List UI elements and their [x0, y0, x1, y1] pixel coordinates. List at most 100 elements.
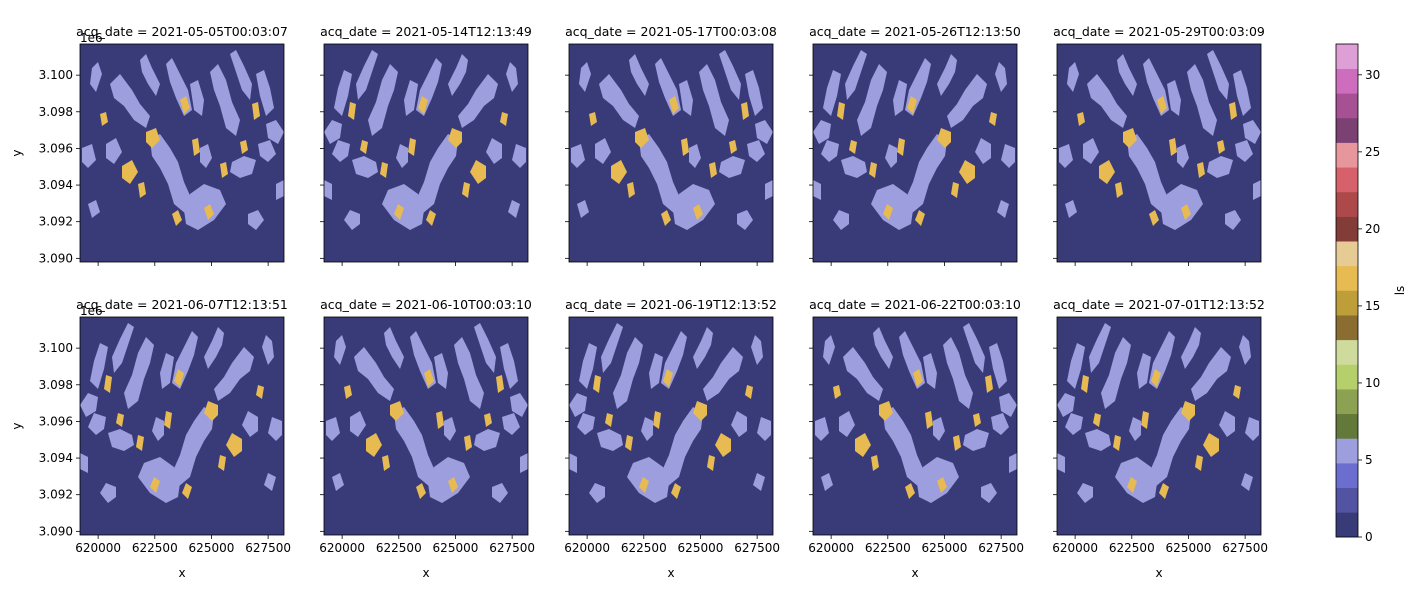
colorbar-band	[1336, 191, 1358, 217]
y-axis-label: y	[10, 149, 24, 156]
y-offset-label: 1e6	[80, 31, 103, 45]
x-axis-label: x	[422, 566, 429, 580]
x-tick-label: 620000	[1052, 541, 1098, 555]
colorbar-band	[1336, 167, 1358, 193]
panel-title: acq_date = 2021-05-05T00:03:07	[76, 24, 288, 39]
y-tick-label: 3.100	[39, 341, 73, 355]
axes-frame	[1056, 316, 1262, 536]
x-tick-label: 622500	[621, 541, 667, 555]
axes-frame	[568, 43, 774, 263]
y-offset-label: 1e6	[80, 304, 103, 318]
x-tick-label: 622500	[1109, 541, 1155, 555]
axes-frame	[568, 316, 774, 536]
y-tick-label: 3.098	[39, 378, 73, 392]
x-tick-label: 622500	[376, 541, 422, 555]
colorbar-tick-label: 15	[1365, 299, 1380, 313]
x-tick-label: 627500	[245, 541, 291, 555]
colorbar-band	[1336, 463, 1358, 488]
panel-title: acq_date = 2021-07-01T12:13:52	[1053, 297, 1265, 312]
panel-title: acq_date = 2021-06-22T00:03:10	[809, 297, 1021, 312]
colorbar-band	[1336, 68, 1358, 94]
colorbar-tick-label: 10	[1365, 376, 1380, 390]
y-tick-label: 3.094	[39, 178, 73, 192]
facet-panel: acq_date = 2021-07-01T12:13:52 620000 6225…	[1052, 297, 1268, 580]
x-tick-label: 620000	[564, 541, 610, 555]
x-tick-label: 620000	[808, 541, 854, 555]
colorbar-tick-label: 0	[1365, 530, 1373, 544]
colorbar-frame	[1335, 43, 1359, 538]
colorbar-band	[1336, 512, 1358, 538]
y-axis-label: y	[10, 422, 24, 429]
facet-panel: acq_date = 2021-05-14T12:13:49	[320, 24, 532, 266]
panel-title: acq_date = 2021-06-19T12:13:52	[565, 297, 777, 312]
x-tick-label: 625000	[433, 541, 479, 555]
facet-panel: acq_date = 2021-06-10T00:03:10 620000 6225…	[319, 297, 535, 580]
x-axis-label: x	[178, 566, 185, 580]
y-tick-label: 3.096	[39, 414, 73, 428]
colorbar-tick-label: 5	[1365, 453, 1373, 467]
colorbar: 0 5 10 15 20 25 30 ls	[1335, 43, 1407, 544]
colorbar-band	[1336, 487, 1358, 513]
y-tick-label: 3.090	[39, 251, 73, 265]
y-tick-label: 3.094	[39, 451, 73, 465]
colorbar-band	[1336, 93, 1358, 119]
facet-panel: acq_date = 2021-05-26T12:13:50	[809, 24, 1021, 266]
colorbar-band	[1336, 413, 1358, 439]
facet-panel: acq_date = 2021-06-22T00:03:10 620000 6225…	[808, 297, 1024, 580]
colorbar-band	[1336, 44, 1358, 69]
panel-title: acq_date = 2021-06-10T00:03:10	[320, 297, 532, 312]
x-tick-label: 625000	[1166, 541, 1212, 555]
x-tick-label: 627500	[734, 541, 780, 555]
colorbar-band	[1336, 142, 1358, 168]
x-tick-label: 625000	[189, 541, 235, 555]
y-tick-label: 3.090	[39, 524, 73, 538]
colorbar-band	[1336, 315, 1358, 341]
colorbar-band	[1336, 438, 1358, 464]
axes-frame	[1056, 43, 1262, 263]
colorbar-band	[1336, 117, 1358, 143]
axes-frame	[79, 43, 285, 263]
colorbar-band	[1336, 339, 1358, 365]
panel-title: acq_date = 2021-06-07T12:13:51	[76, 297, 288, 312]
axes-frame	[812, 43, 1018, 263]
x-tick-label: 620000	[75, 541, 121, 555]
colorbar-band	[1336, 364, 1358, 390]
facet-panel: acq_date = 2021-05-29T00:03:09	[1053, 24, 1265, 266]
colorbar-tick-label: 25	[1365, 145, 1380, 159]
facet-panel: acq_date = 2021-05-05T00:03:07 3.090 3.092…	[10, 24, 288, 266]
x-tick-label: 627500	[978, 541, 1024, 555]
facet-panel: acq_date = 2021-05-17T00:03:08	[565, 24, 777, 266]
x-axis-label: x	[1155, 566, 1162, 580]
x-tick-label: 622500	[132, 541, 178, 555]
panel-title: acq_date = 2021-05-17T00:03:08	[565, 24, 777, 39]
axes-frame	[323, 43, 529, 263]
panel-title: acq_date = 2021-05-29T00:03:09	[1053, 24, 1265, 39]
x-tick-label: 627500	[489, 541, 535, 555]
x-tick-label: 620000	[319, 541, 365, 555]
x-axis-label: x	[911, 566, 918, 580]
x-tick-label: 627500	[1222, 541, 1268, 555]
panel-title: acq_date = 2021-05-26T12:13:50	[809, 24, 1021, 39]
axes-frame	[812, 316, 1018, 536]
x-tick-label: 625000	[922, 541, 968, 555]
colorbar-tick-label: 30	[1365, 68, 1380, 82]
facet-panel: acq_date = 2021-06-07T12:13:51 620000 6225…	[10, 297, 291, 580]
panel-title: acq_date = 2021-05-14T12:13:49	[320, 24, 532, 39]
colorbar-band	[1336, 216, 1358, 242]
facet-panel: acq_date = 2021-06-19T12:13:52 620000 6225…	[564, 297, 780, 580]
facet-panels: acq_date = 2021-05-05T00:03:07 3.090 3.092…	[10, 24, 1268, 580]
colorbar-label: ls	[1393, 286, 1407, 296]
y-tick-label: 3.096	[39, 141, 73, 155]
axes-frame	[79, 316, 285, 536]
colorbar-band	[1336, 241, 1358, 267]
y-tick-label: 3.098	[39, 105, 73, 119]
colorbar-band	[1336, 290, 1358, 316]
y-tick-label: 3.100	[39, 68, 73, 82]
y-tick-label: 3.092	[39, 488, 73, 502]
colorbar-band	[1336, 265, 1358, 291]
x-tick-label: 622500	[865, 541, 911, 555]
colorbar-tick-label: 20	[1365, 222, 1380, 236]
y-tick-label: 3.092	[39, 215, 73, 229]
colorbar-band	[1336, 389, 1358, 415]
